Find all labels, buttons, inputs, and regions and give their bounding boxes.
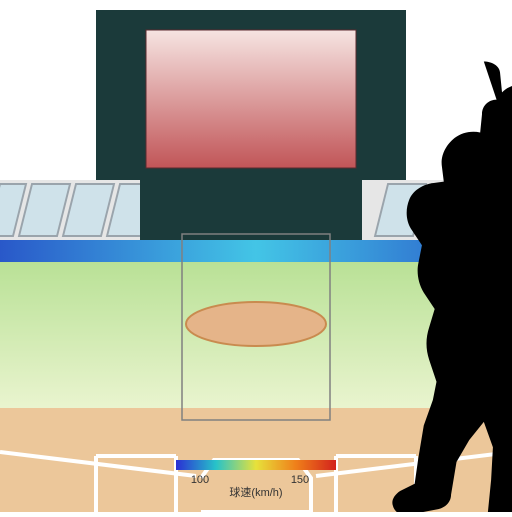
speed-legend-tick: 150 [291, 474, 309, 486]
scoreboard-screen [146, 30, 356, 168]
pitchers-mound [186, 302, 326, 346]
pitch-location-diagram: 100 150 球速(km/h) [0, 0, 512, 512]
scoreboard-base [140, 180, 362, 240]
speed-legend-caption: 球速(km/h) [229, 485, 282, 499]
speed-legend-tick: 100 [191, 474, 209, 486]
speed-legend-bar [176, 460, 336, 470]
